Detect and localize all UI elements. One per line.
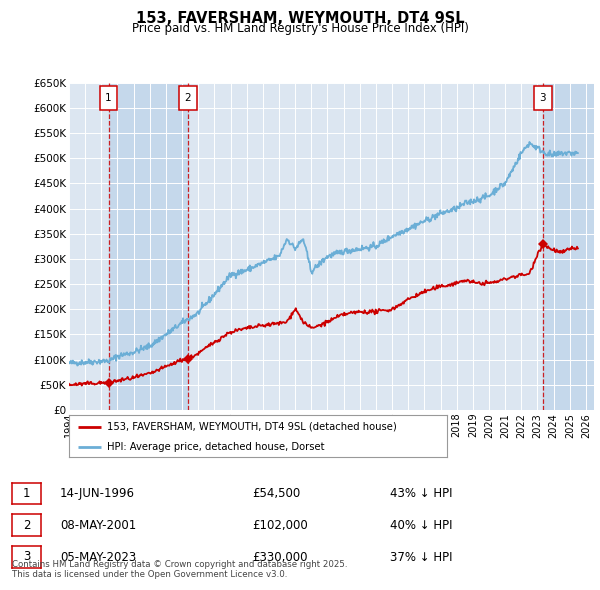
Text: £54,500: £54,500 xyxy=(252,487,300,500)
Text: Price paid vs. HM Land Registry's House Price Index (HPI): Price paid vs. HM Land Registry's House … xyxy=(131,22,469,35)
Text: 43% ↓ HPI: 43% ↓ HPI xyxy=(390,487,452,500)
Bar xyxy=(543,83,594,410)
Text: 08-MAY-2001: 08-MAY-2001 xyxy=(60,519,136,532)
Text: 2: 2 xyxy=(185,93,191,103)
Text: 1: 1 xyxy=(23,487,30,500)
FancyBboxPatch shape xyxy=(534,86,552,110)
Text: £330,000: £330,000 xyxy=(252,551,308,564)
Text: 153, FAVERSHAM, WEYMOUTH, DT4 9SL (detached house): 153, FAVERSHAM, WEYMOUTH, DT4 9SL (detac… xyxy=(107,422,397,432)
Text: 153, FAVERSHAM, WEYMOUTH, DT4 9SL: 153, FAVERSHAM, WEYMOUTH, DT4 9SL xyxy=(136,11,464,25)
Text: 1: 1 xyxy=(105,93,112,103)
Text: 05-MAY-2023: 05-MAY-2023 xyxy=(60,551,136,564)
Text: 40% ↓ HPI: 40% ↓ HPI xyxy=(390,519,452,532)
FancyBboxPatch shape xyxy=(179,86,197,110)
Text: 3: 3 xyxy=(539,93,546,103)
Text: 2: 2 xyxy=(23,519,30,532)
Text: Contains HM Land Registry data © Crown copyright and database right 2025.
This d: Contains HM Land Registry data © Crown c… xyxy=(12,560,347,579)
Text: HPI: Average price, detached house, Dorset: HPI: Average price, detached house, Dors… xyxy=(107,442,325,451)
FancyBboxPatch shape xyxy=(100,86,118,110)
Text: 14-JUN-1996: 14-JUN-1996 xyxy=(60,487,135,500)
Text: £102,000: £102,000 xyxy=(252,519,308,532)
Text: 3: 3 xyxy=(23,550,30,563)
Bar xyxy=(109,83,188,410)
Text: 37% ↓ HPI: 37% ↓ HPI xyxy=(390,551,452,564)
